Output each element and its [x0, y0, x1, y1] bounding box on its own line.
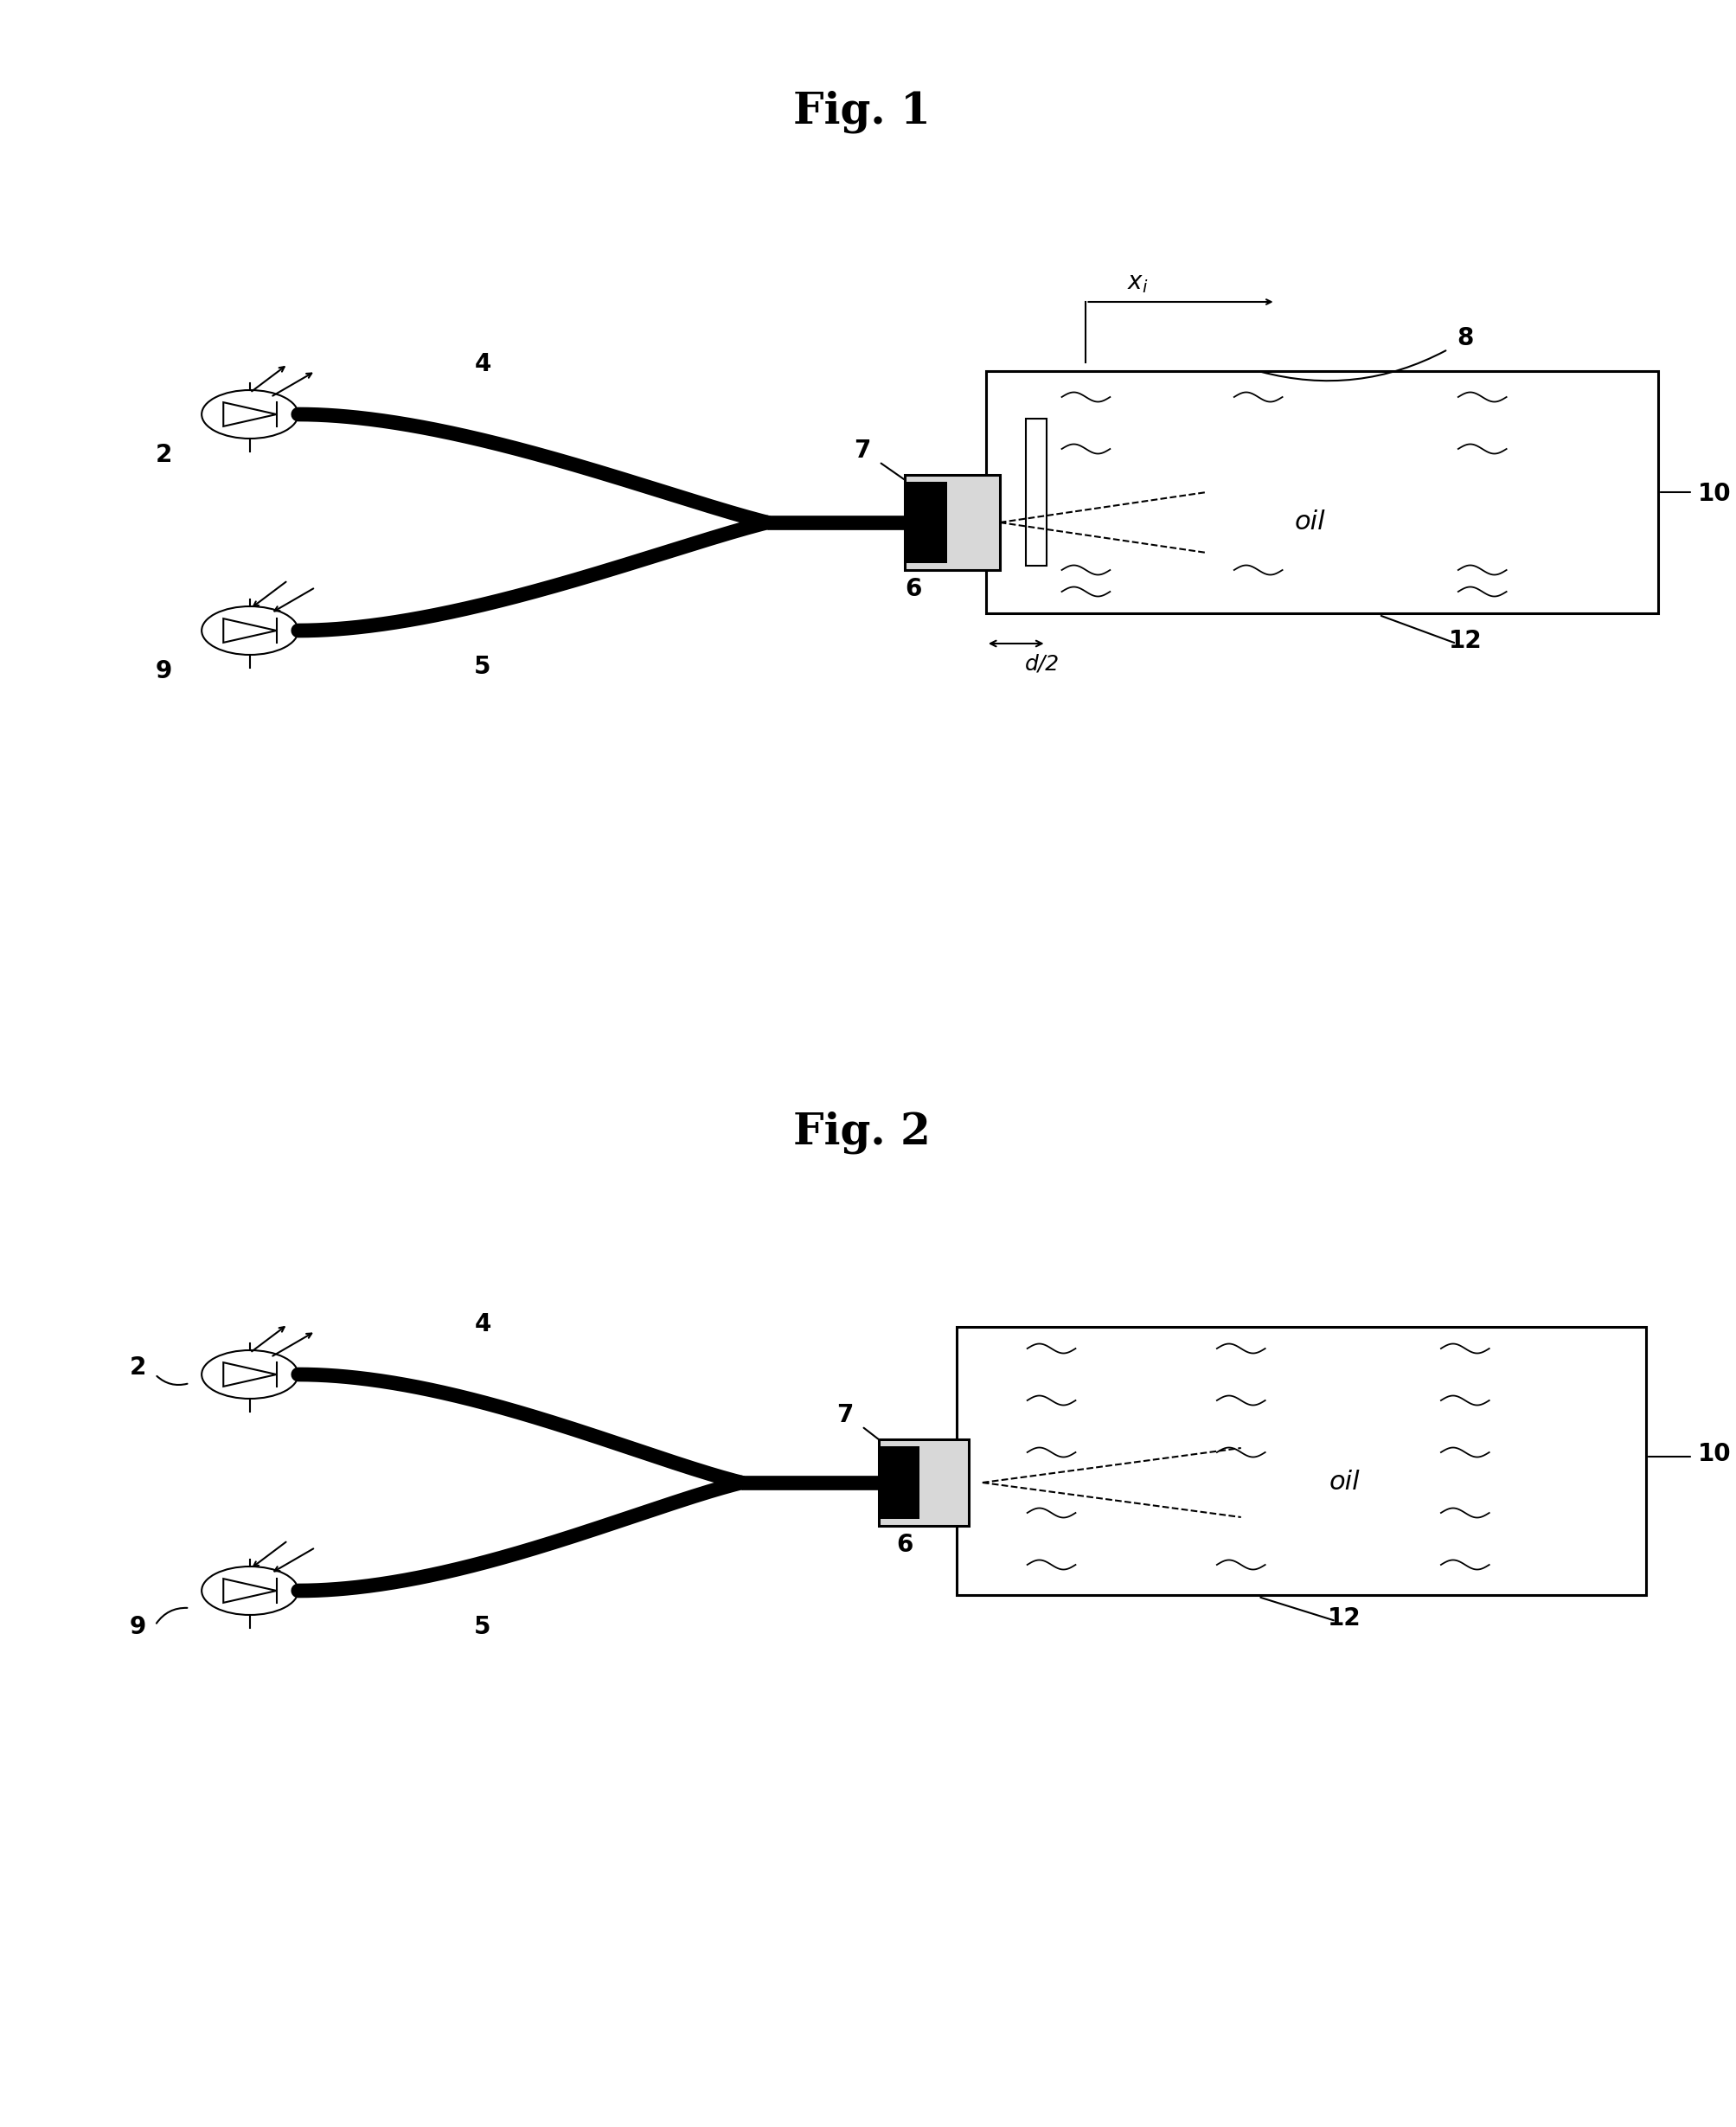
Text: 6: 6 — [896, 1534, 913, 1557]
Bar — [986, 370, 1658, 613]
Text: 4: 4 — [474, 353, 491, 376]
Text: 7: 7 — [852, 438, 870, 464]
Bar — [878, 1446, 918, 1519]
Text: 9: 9 — [130, 1614, 146, 1640]
Bar — [957, 1327, 1646, 1595]
Text: 7: 7 — [835, 1404, 852, 1427]
Bar — [878, 1440, 969, 1525]
Text: 5: 5 — [474, 655, 491, 679]
Text: oil: oil — [1293, 510, 1325, 536]
Text: oil: oil — [1328, 1470, 1359, 1495]
Text: 4: 4 — [474, 1312, 491, 1336]
Text: Fig. 2: Fig. 2 — [793, 1110, 930, 1153]
Text: 8: 8 — [1457, 325, 1472, 351]
Text: 2: 2 — [155, 442, 172, 468]
Text: 5: 5 — [474, 1614, 491, 1640]
Text: 12: 12 — [1326, 1606, 1361, 1631]
Text: $x_i$: $x_i$ — [1127, 270, 1147, 296]
Text: 6: 6 — [904, 576, 922, 602]
Text: 2: 2 — [130, 1355, 146, 1380]
Bar — [904, 474, 1000, 570]
Text: d/2: d/2 — [1024, 653, 1059, 674]
Bar — [904, 483, 948, 564]
Text: 12: 12 — [1448, 630, 1481, 653]
Text: 10: 10 — [1698, 483, 1731, 506]
Text: Fig. 1: Fig. 1 — [793, 89, 930, 134]
Text: 9: 9 — [155, 659, 172, 683]
Bar — [1024, 419, 1045, 566]
Text: 10: 10 — [1698, 1442, 1731, 1466]
